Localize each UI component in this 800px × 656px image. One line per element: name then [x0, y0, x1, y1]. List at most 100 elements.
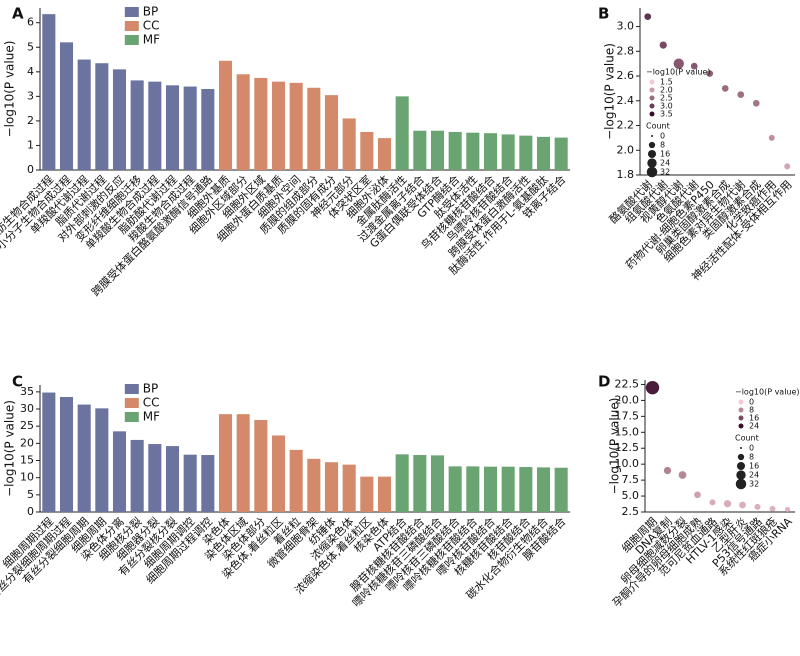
color-legend-label: 1.5	[660, 78, 673, 87]
bar	[483, 133, 498, 170]
size-legend-dot	[647, 149, 657, 159]
bar	[112, 69, 127, 170]
legend-swatch	[124, 21, 139, 31]
bar	[59, 397, 74, 512]
legend-label: CC	[143, 19, 160, 33]
y-tick-label: 1	[27, 138, 34, 151]
y-tick-label: 15.0	[615, 425, 640, 438]
bar	[554, 137, 568, 170]
bar	[218, 414, 233, 512]
bar	[289, 82, 303, 170]
size-legend-dot	[736, 461, 746, 471]
panel-label: D	[598, 373, 610, 391]
bar	[324, 95, 339, 170]
point	[659, 41, 667, 49]
bar	[183, 86, 197, 170]
size-legend-label: 24	[660, 159, 670, 168]
size-legend-label: 0	[749, 444, 754, 453]
size-legend-label: 32	[749, 480, 759, 489]
color-legend-dot	[649, 79, 655, 85]
bar	[218, 60, 233, 170]
legend-swatch	[124, 7, 139, 17]
bar	[536, 136, 551, 170]
y-tick-label: 5	[27, 488, 34, 501]
bar	[377, 476, 392, 512]
y-tick-label: 2.2	[617, 119, 635, 132]
color-legend-label: 2.5	[660, 94, 673, 103]
point	[694, 491, 701, 499]
bar	[430, 130, 445, 170]
bar	[519, 467, 533, 512]
y-tick-label: 5	[27, 40, 34, 53]
bar	[254, 420, 268, 512]
y-tick-label: 12.5	[615, 441, 640, 454]
bar	[77, 404, 91, 512]
legend-label: CC	[143, 396, 160, 410]
bar	[360, 476, 374, 512]
bar	[201, 455, 215, 512]
legend-swatch	[124, 398, 139, 408]
size-legend-dot	[735, 478, 747, 490]
color-legend-dot	[649, 95, 655, 101]
color-legend-dot	[649, 111, 655, 117]
y-axis-label: −log10(P value)	[603, 43, 617, 140]
y-tick-label: 2.6	[617, 69, 635, 82]
bar	[466, 132, 480, 170]
color-legend-dot	[738, 423, 744, 429]
panel-label: C	[12, 373, 23, 391]
bar	[289, 449, 303, 512]
y-tick-label: 10.0	[615, 457, 640, 470]
y-tick-label: 2.0	[617, 143, 635, 156]
color-legend-label: 2.0	[660, 86, 673, 95]
y-tick-label: 7.5	[622, 473, 640, 486]
legend-label: MF	[143, 410, 160, 424]
y-tick-label: 25	[20, 419, 34, 432]
bar	[95, 408, 109, 512]
color-legend-dot	[738, 399, 744, 405]
bar	[42, 392, 56, 512]
point	[644, 13, 652, 20]
bar	[236, 414, 250, 512]
size-legend-dot	[737, 453, 745, 461]
point	[754, 503, 761, 510]
point	[784, 163, 791, 170]
size-legend-label: 8	[749, 453, 754, 462]
size-legend-label: 16	[660, 150, 670, 159]
bar	[254, 77, 268, 170]
bar	[236, 74, 250, 170]
y-tick-label: 1.8	[617, 168, 635, 181]
color-legend-dot	[738, 407, 744, 413]
y-tick-label: 2.8	[617, 44, 635, 57]
point	[721, 85, 729, 92]
legend-swatch	[124, 384, 139, 394]
bar	[377, 138, 392, 170]
bar	[59, 42, 74, 171]
point	[645, 380, 660, 395]
panel-label: A	[12, 5, 24, 23]
y-tick-label: 35	[20, 385, 34, 398]
legend-label: MF	[143, 33, 160, 47]
bar	[519, 135, 533, 170]
y-tick-label: 0	[27, 163, 34, 176]
y-tick-label: 5.0	[622, 489, 640, 502]
bar	[271, 81, 286, 170]
point	[739, 501, 746, 509]
y-tick-label: 15	[20, 454, 34, 467]
point	[752, 99, 760, 107]
color-legend-label: 8	[749, 406, 754, 415]
size-legend-dot	[646, 166, 658, 178]
point	[706, 70, 714, 77]
size-legend-label: 0	[660, 132, 665, 141]
bar	[501, 466, 515, 512]
bar	[342, 118, 356, 170]
bar	[448, 466, 462, 512]
size-legend-dot	[736, 470, 746, 480]
bar	[165, 85, 180, 170]
size-legend-label: 16	[749, 462, 759, 471]
y-tick-label: 30	[20, 402, 34, 415]
y-tick-label: 2	[27, 114, 34, 127]
size-legend-dot	[739, 446, 743, 450]
y-tick-label: 20	[20, 436, 34, 449]
y-axis-label: −log10(P value)	[3, 400, 17, 497]
y-tick-label: 20.0	[615, 393, 640, 406]
